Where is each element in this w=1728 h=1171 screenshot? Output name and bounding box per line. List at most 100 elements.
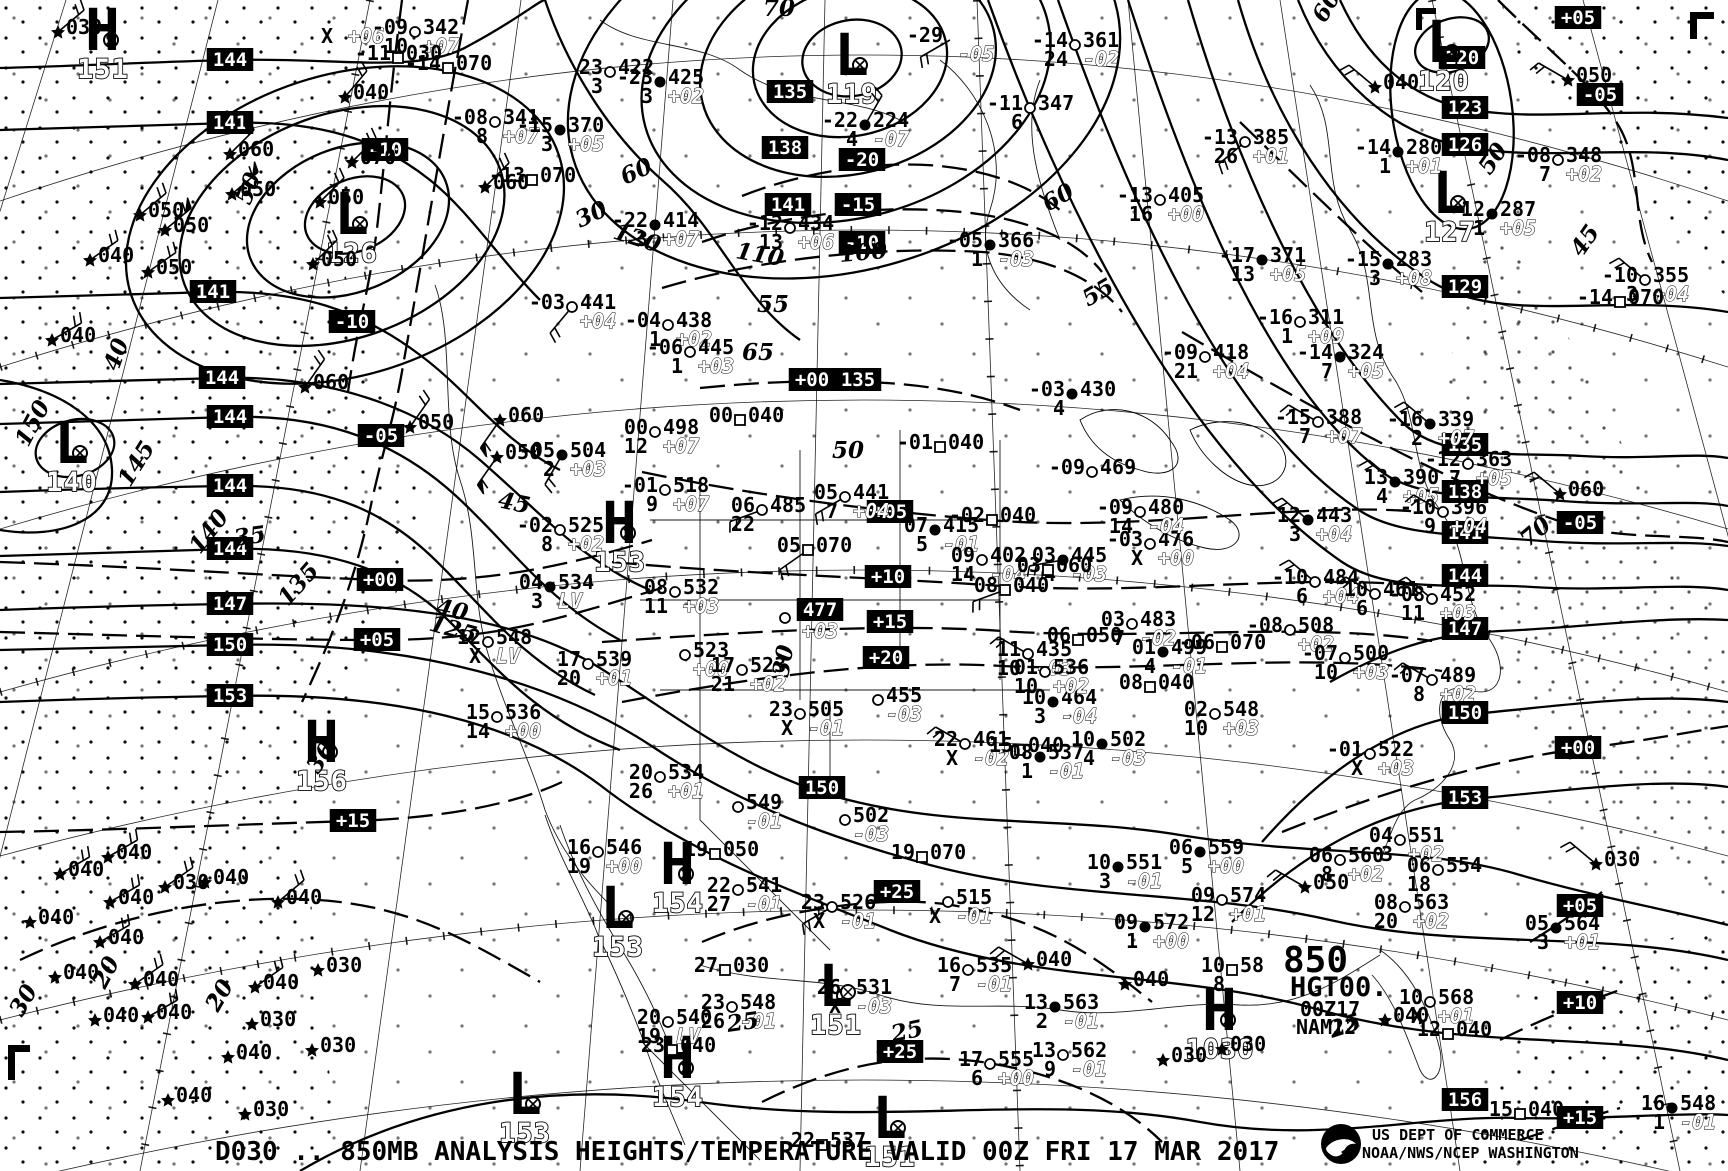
station-star-icon [1118,977,1132,991]
station-star-icon [298,380,312,394]
svg-text:141: 141 [771,194,805,216]
legend-model: NAM12 [1296,1015,1356,1039]
station-dewpoint-depression: X [813,909,825,933]
station-temperature: -23 [617,65,653,89]
station-plot: 10 464 3 -04 [1022,685,1098,728]
svg-text:153: 153 [592,932,644,963]
station-height: 283 [1396,247,1432,271]
station-plot: 060 [478,152,529,194]
station-dewpoint-depression: 3 [636,227,648,251]
station-dewpoint-depression: 3 [531,589,543,613]
station-temperature: -06 [1179,630,1215,654]
station-temperature: 11 [997,637,1021,661]
sky-cover-icon [1462,458,1474,470]
station-plot: 10 551 3 -01 [1087,850,1163,893]
station-plot: 16 535 7 -01 [937,953,1013,996]
station-height: 341 [503,105,539,129]
station-height: 405 [1168,183,1204,207]
station-plot: 040 [221,1040,272,1064]
station-height: 415 [943,513,979,537]
station-height-change: +05 [1270,262,1306,286]
station-height: 563 [1413,890,1449,914]
station-height: 040 [143,967,179,991]
station-temperature: 17 [711,653,735,677]
station-height: 443 [1316,503,1352,527]
station-plot: -14 070 [1577,285,1664,309]
station-plot: 09 574 12 +01 [1191,883,1267,926]
station-temperature: 20 [637,1005,661,1029]
station-temperature: 08 [644,575,668,599]
station-star-icon [313,195,327,209]
svg-text:141: 141 [196,281,230,303]
wind-barb-icon [312,239,338,265]
station-temperature: -02 [949,503,985,527]
station-temperature: 09 [951,543,975,567]
station-height-change: +05 [1348,359,1384,383]
station-height: 050 [723,837,759,861]
station-star-icon [478,180,492,194]
sky-cover-icon [1364,748,1376,760]
station-dewpoint-depression: 21 [1174,359,1198,383]
station-height: 040 [108,925,144,949]
station-dewpoint-depression: 3 [1034,704,1046,728]
sky-cover-icon [959,738,971,750]
station-height-change: +00 [693,657,729,681]
station-dewpoint-depression: 7 [1113,626,1125,650]
station-dewpoint-depression: 19 [567,854,591,878]
temp-contour-label: -10 [361,138,409,161]
station-height: 504 [570,438,606,462]
graticule-label: 70 [763,0,795,22]
sky-cover-icon [929,524,941,536]
sky-cover-icon [654,771,666,783]
station-height-change: -01 [1171,654,1207,678]
station-plot: -13 405 16 +00 [1117,183,1205,226]
station-square-icon [816,1139,828,1151]
sky-cover-icon [1312,416,1324,428]
station-temperature: 17 [959,1047,983,1071]
station-plot: 12 548 X LV [457,625,532,668]
station-star-icon [1021,957,1035,971]
station-dewpoint-depression: 7 [1449,466,1461,490]
graticule-label: 65 [742,339,774,366]
station-height: 050 [173,213,209,237]
station-height: 040 [103,1003,139,1027]
station-plot: 030 [1156,1043,1207,1067]
sky-cover-icon [1334,854,1346,866]
station-height: 040 [1158,670,1194,694]
station-star-icon [490,450,504,464]
station-dewpoint-depression: 7 [1539,162,1551,186]
station-plot: -03 430 4 [1029,377,1116,420]
svg-text:H: H [660,1024,695,1092]
station-plot: 040 [23,905,74,929]
sky-cover-icon [784,222,796,234]
station-height-change: -04 [1148,514,1184,538]
station-plot: 515 X -01 [929,885,993,928]
svg-text:126: 126 [1448,134,1482,156]
sky-cover-icon [1666,1102,1678,1114]
station-height: 342 [423,15,459,39]
station-height: 060 [313,370,349,394]
station-height: 070 [456,51,492,75]
svg-text:119: 119 [826,79,878,110]
station-temperature: -02 [517,513,553,537]
station-plot: 16 548 1 -01 [1641,1091,1717,1134]
station-star-icon [45,333,59,347]
legend-cycle: 00Z17 [1300,997,1360,1021]
temp-contour-label: +15 [1556,1106,1604,1129]
station-plot: -09 418 21 +04 [1162,340,1250,383]
station-height-change: +04 [1323,584,1359,608]
station-temperature: -03 [1107,527,1143,551]
svg-text:L: L [834,21,869,89]
station-star-icon [338,90,352,104]
station-temperature: 03 [1017,553,1041,577]
noaa-logo [1321,1124,1361,1164]
temp-contour-label: +10 [864,565,912,588]
svg-text:135: 135 [773,81,807,103]
station-star-icon [493,413,507,427]
svg-text:144: 144 [213,538,247,560]
station-dewpoint-depression: 7 [1299,424,1311,448]
wind-barb-icon [164,866,194,888]
station-height: 461 [1383,577,1419,601]
